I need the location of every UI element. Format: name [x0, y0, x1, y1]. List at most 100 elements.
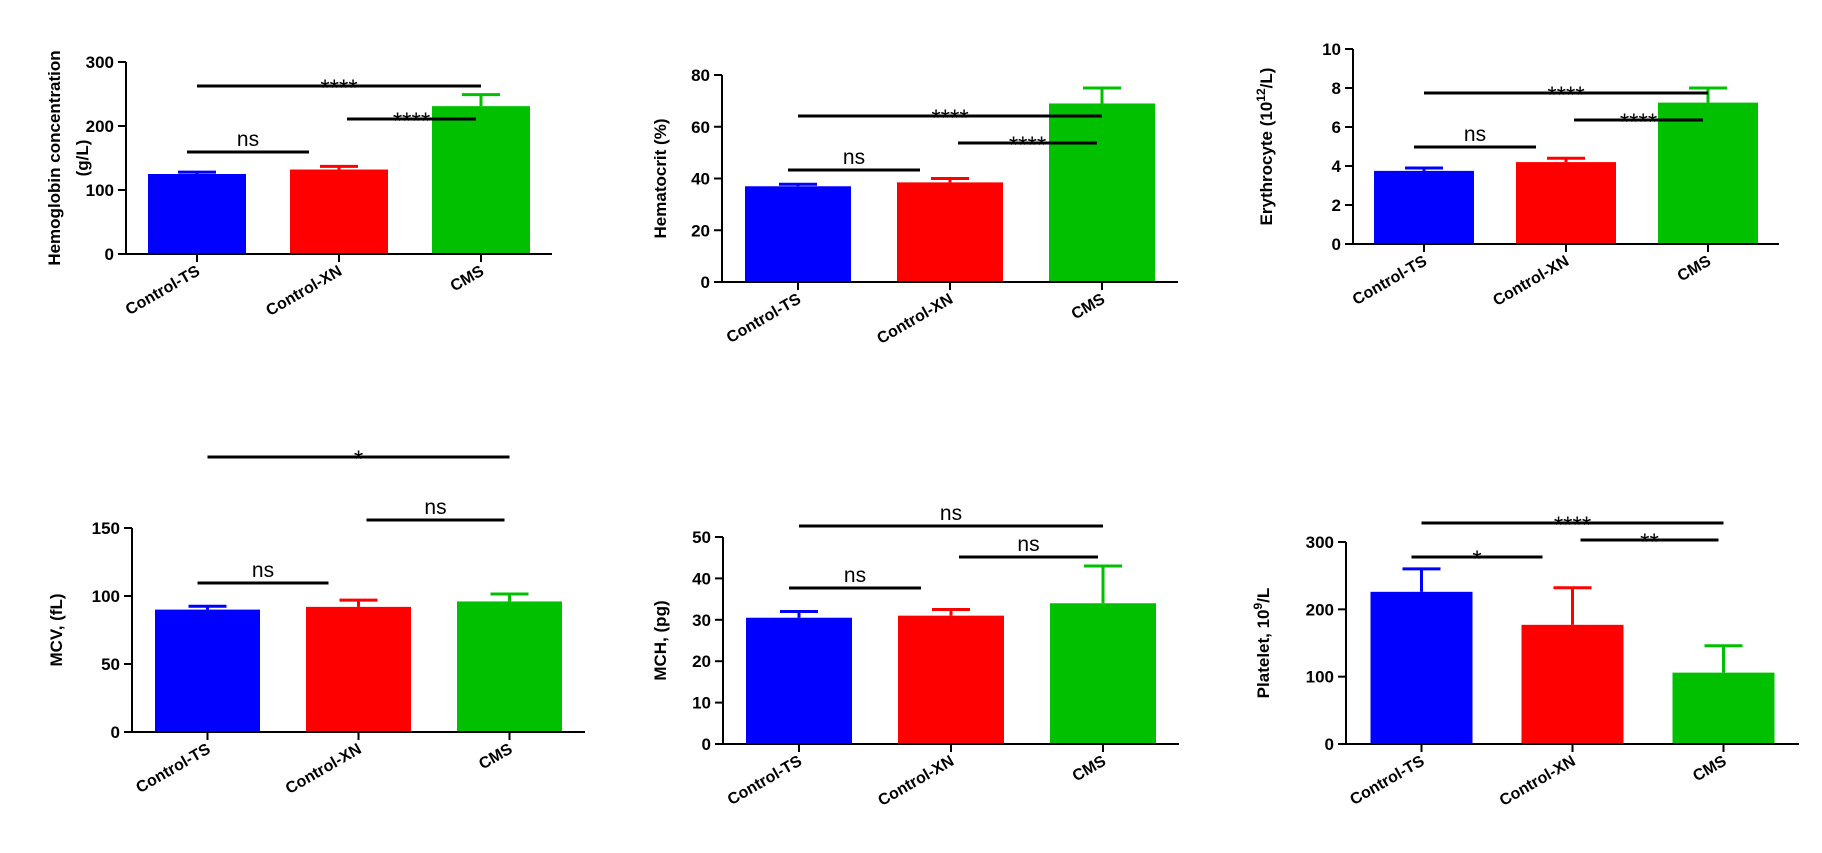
bar [746, 617, 852, 744]
bar [1521, 624, 1624, 744]
y-tick-label: 10 [1322, 40, 1341, 59]
significance-label: ns [1017, 533, 1039, 556]
y-axis-label: MCV, (fL) [47, 593, 66, 666]
y-tick-label: 150 [92, 519, 120, 538]
significance-label: **** [1554, 512, 1591, 539]
x-tick-label: Control-XN [875, 753, 957, 810]
bar [1049, 103, 1155, 283]
bar [306, 606, 411, 732]
significance-label: ns [237, 128, 259, 151]
x-tick-label: Control-TS [1347, 753, 1427, 809]
bar [1516, 162, 1616, 244]
bar [457, 601, 562, 732]
chart-panel: 0 50 100 150 Control-TS Control-XN CMS MCV, (fL… [47, 446, 585, 798]
x-tick-label: CMS [476, 741, 516, 774]
significance-label: **** [1547, 82, 1584, 109]
bar [1370, 591, 1473, 744]
y-tick-label: 50 [101, 655, 120, 674]
x-tick-label: Control-XN [1490, 253, 1572, 310]
bar [1672, 672, 1775, 744]
x-tick-label: CMS [1675, 253, 1715, 286]
y-tick-label: 0 [702, 735, 711, 754]
x-tick-label: Control-XN [874, 291, 956, 348]
significance-label: * [1472, 546, 1481, 573]
y-tick-label: 8 [1332, 79, 1341, 98]
x-tick-label: Control-TS [133, 741, 213, 797]
x-tick-label: Control-TS [123, 263, 203, 319]
y-tick-label: 20 [692, 652, 711, 671]
bar [745, 186, 851, 282]
y-axis-label: MCH, (pg) [651, 600, 670, 680]
significance-label: ns [940, 502, 962, 525]
y-axis-label: Hematocrit (%) [651, 119, 670, 239]
y-tick-label: 40 [691, 170, 710, 189]
y-tick-label: 80 [691, 66, 710, 85]
y-tick-label: 0 [105, 245, 114, 264]
significance-label: **** [320, 75, 357, 102]
x-tick-label: CMS [1690, 753, 1730, 786]
y-axis-label-line2: (g/L) [73, 140, 92, 177]
y-tick-label: 40 [692, 569, 711, 588]
y-tick-label: 6 [1332, 118, 1341, 137]
y-axis-label: Platelet, 109/L [1251, 588, 1273, 699]
y-axis-label-end: /L [1254, 588, 1273, 603]
significance-label: ns [844, 564, 866, 587]
x-tick-label: Control-XN [283, 741, 365, 798]
y-tick-label: 60 [691, 118, 710, 137]
y-tick-label: 4 [1332, 157, 1342, 176]
significance-label: ns [424, 496, 446, 519]
x-tick-label: CMS [1070, 753, 1110, 786]
y-tick-label: 2 [1332, 196, 1341, 215]
significance-label: ns [1464, 123, 1486, 146]
significance-label: **** [1009, 132, 1046, 159]
y-tick-label: 0 [1325, 735, 1334, 754]
y-axis-label: Erythrocyte (1012/L) [1254, 68, 1276, 226]
significance-label: ** [1640, 529, 1659, 556]
x-tick-label: Control-XN [1497, 753, 1579, 810]
bar [155, 609, 260, 732]
y-tick-label: 100 [1306, 668, 1334, 687]
chart-panel: 0 100 200 300 Control-TS Control-XN CMS Platele… [1251, 512, 1799, 810]
bar [898, 615, 1004, 744]
y-tick-label: 50 [692, 528, 711, 547]
y-tick-label: 10 [692, 694, 711, 713]
chart-panel: 0 20 40 60 80 Control-TS Control-XN CMS Hematocr… [651, 66, 1178, 348]
x-tick-label: Control-TS [725, 753, 805, 809]
significance-label: **** [393, 108, 430, 135]
x-tick-label: Control-TS [724, 291, 804, 347]
y-tick-label: 30 [692, 611, 711, 630]
y-axis-label-superscript: 9 [1251, 602, 1265, 609]
chart-panel: 0 10 20 30 40 50 Control-TS Control-XN CMS MCH, (… [651, 502, 1179, 810]
y-tick-label: 0 [1332, 235, 1341, 254]
bar [897, 182, 1003, 282]
y-tick-label: 200 [86, 117, 114, 136]
y-tick-label: 100 [92, 587, 120, 606]
y-tick-label: 300 [1306, 533, 1334, 552]
significance-label: * [354, 446, 363, 473]
y-tick-label: 100 [86, 181, 114, 200]
bar [432, 106, 530, 254]
bar [290, 169, 388, 254]
chart-panel: 0 100 200 300 Control-TS Control-XN CMS Hemoglo… [45, 50, 552, 320]
chart-panel: 0 2 4 6 8 10 Control-TS Control-XN CMS Erythrocyt… [1254, 40, 1779, 310]
x-tick-label: Control-XN [263, 263, 345, 320]
x-tick-label: CMS [448, 263, 488, 296]
y-tick-label: 20 [691, 221, 710, 240]
bar [1374, 170, 1474, 244]
x-tick-label: Control-TS [1350, 253, 1430, 309]
bar [1050, 603, 1156, 744]
significance-label: **** [931, 105, 968, 132]
x-tick-label: CMS [1069, 291, 1109, 324]
y-tick-label: 0 [701, 273, 710, 292]
bar [1658, 102, 1758, 244]
y-tick-label: 200 [1306, 600, 1334, 619]
y-axis-label-end: /L) [1257, 68, 1276, 89]
y-tick-label: 0 [111, 723, 120, 742]
bar [148, 174, 246, 254]
significance-label: ns [252, 559, 274, 582]
significance-label: ns [843, 146, 865, 169]
y-axis-label-superscript: 12 [1254, 88, 1268, 102]
y-axis-label: Hemoglobin concentration [45, 50, 64, 265]
y-tick-label: 300 [86, 53, 114, 72]
